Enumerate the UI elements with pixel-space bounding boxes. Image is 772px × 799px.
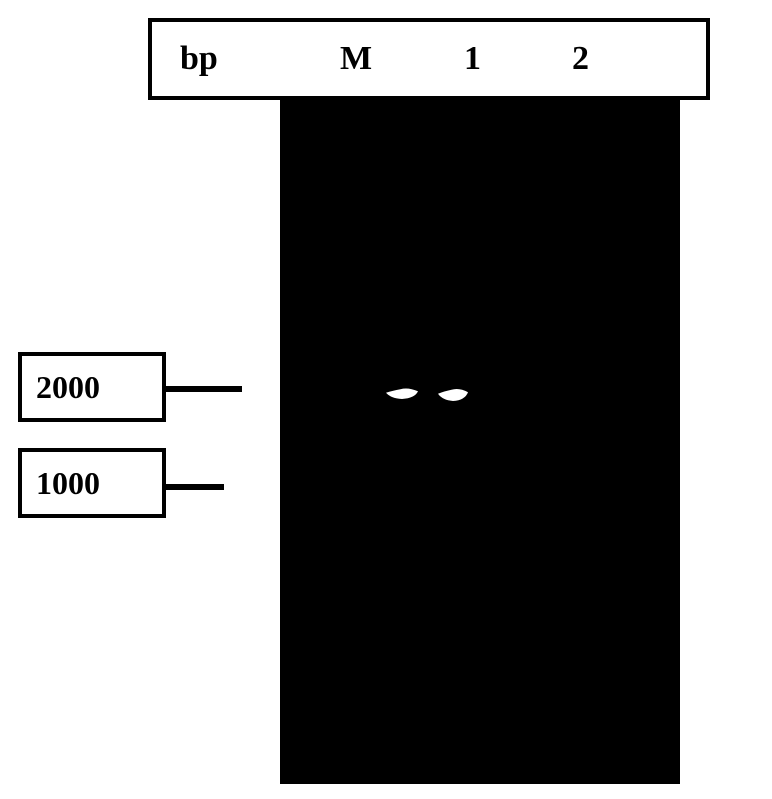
gel-image-area [280,100,680,784]
label-lane-1: 1 [464,40,481,78]
size-marker-1000-box: 1000 [18,448,166,518]
size-marker-2000-label: 2000 [36,369,100,406]
label-bp: bp [180,40,218,78]
label-lane-2: 2 [572,40,589,78]
label-marker-lane: M [340,40,372,78]
size-marker-2000-box: 2000 [18,352,166,422]
gel-band [386,389,418,400]
gel-band [438,389,468,401]
gel-bands-svg [280,100,680,784]
size-marker-1000-label: 1000 [36,465,100,502]
size-marker-2000-tick [166,386,242,392]
lane-header-box: bp M 1 2 [148,18,710,100]
size-marker-1000-tick [166,484,224,490]
